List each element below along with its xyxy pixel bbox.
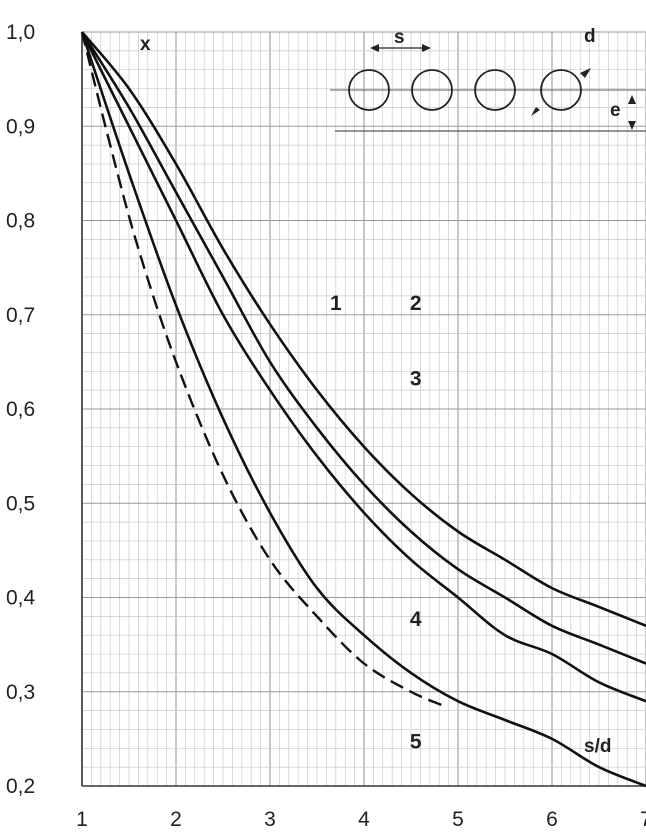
series-line-2 bbox=[80, 31, 646, 665]
series-line-5 bbox=[80, 31, 445, 708]
inset-circle bbox=[348, 69, 390, 111]
inset-circle bbox=[474, 69, 516, 111]
x-tick-label: 3 bbox=[264, 808, 276, 831]
x-axis-label: s/d bbox=[584, 736, 611, 757]
y-tick-label: 0,4 bbox=[6, 587, 36, 610]
x-tick-label: 7 bbox=[640, 808, 646, 831]
inset-circle bbox=[411, 69, 453, 111]
y-tick-label: 0,8 bbox=[6, 210, 35, 233]
curve-label-5: 5 bbox=[410, 730, 422, 753]
series-line-1 bbox=[80, 31, 646, 628]
curve-label-2: 2 bbox=[410, 292, 422, 315]
x-tick-label: 2 bbox=[170, 808, 182, 831]
y-tick-label: 0,3 bbox=[6, 681, 35, 704]
inset-label-d: d bbox=[584, 26, 596, 47]
x-tick-label: 1 bbox=[76, 808, 88, 831]
y-axis-label: x bbox=[140, 34, 151, 55]
curve-labels: 1 2 3 4 5 bbox=[330, 292, 422, 753]
y-tick-label: 0,9 bbox=[6, 115, 35, 138]
inset-circle bbox=[540, 69, 582, 111]
y-tick-label: 0,6 bbox=[6, 398, 35, 421]
y-tick-label: 0,2 bbox=[6, 775, 35, 798]
inset-label-s: s bbox=[394, 27, 405, 48]
series-layer bbox=[80, 31, 646, 788]
s-arrowhead-right bbox=[422, 44, 431, 52]
x-tick-label: 5 bbox=[452, 808, 464, 831]
d-arrowhead bbox=[580, 68, 591, 78]
e-arrowhead-up bbox=[628, 95, 636, 104]
tick-labels: 1 2 3 4 5 6 7 0,2 0,3 0,4 0,5 0,6 0,7 0,8 0,9 1,0 bbox=[6, 21, 646, 831]
y-tick-label: 1,0 bbox=[6, 21, 35, 44]
y-tick-label: 0,7 bbox=[6, 304, 35, 327]
series-line-4 bbox=[80, 31, 646, 788]
series-line-3 bbox=[80, 31, 646, 703]
curve-label-4: 4 bbox=[410, 608, 422, 631]
curve-label-1: 1 bbox=[330, 292, 342, 315]
y-tick-label: 0,5 bbox=[6, 492, 35, 515]
inset-diagram: s d e bbox=[330, 26, 646, 132]
d-arrowhead-lower bbox=[531, 107, 540, 116]
s-arrowhead-left bbox=[370, 44, 379, 52]
curve-label-3: 3 bbox=[410, 367, 422, 390]
grid bbox=[81, 31, 646, 787]
e-arrowhead-down bbox=[628, 121, 636, 130]
x-tick-label: 6 bbox=[546, 808, 558, 831]
inset-label-e: e bbox=[610, 100, 621, 121]
x-tick-label: 4 bbox=[358, 808, 370, 831]
